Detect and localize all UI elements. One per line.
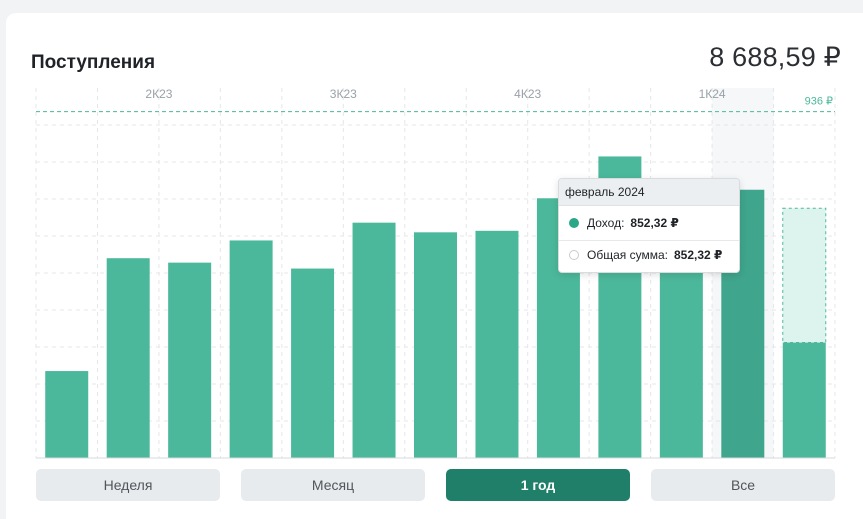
- chart-tooltip: февраль 2024 Доход: 852,32 ₽ Общая сумма:…: [558, 178, 740, 273]
- bar: [45, 371, 89, 458]
- tooltip-total-label: Общая сумма:: [587, 248, 668, 262]
- projected-bar: [782, 207, 827, 344]
- period-all-button[interactable]: Все: [651, 469, 835, 501]
- period-year-button[interactable]: 1 год: [446, 469, 630, 501]
- bar: [168, 262, 212, 458]
- total-dot-icon: [569, 250, 579, 260]
- revenue-bar-chart: 2К23 3К23 4К23 1К24 936 ₽: [35, 87, 836, 459]
- tooltip-income-row: Доход: 852,32 ₽: [569, 213, 679, 233]
- quarter-label: 1К24: [699, 87, 726, 101]
- reference-line-label: 936 ₽: [805, 96, 833, 108]
- tooltip-income-label: Доход:: [587, 216, 625, 230]
- bar: [291, 268, 335, 458]
- period-month-button[interactable]: Месяц: [241, 469, 425, 501]
- quarter-label: 4К23: [514, 87, 541, 101]
- bar: [229, 240, 273, 458]
- tooltip-income-value: 852,32 ₽: [630, 216, 679, 230]
- bar: [475, 230, 519, 458]
- tooltip-total-row: Общая сумма: 852,32 ₽: [569, 245, 722, 265]
- bar: [352, 222, 396, 458]
- bar: [414, 232, 457, 458]
- income-dot-icon: [569, 218, 579, 228]
- tooltip-divider: [559, 240, 739, 241]
- bar: [106, 258, 150, 458]
- bar: [782, 342, 826, 458]
- period-week-button[interactable]: Неделя: [36, 469, 220, 501]
- tooltip-title: февраль 2024: [559, 179, 739, 206]
- tooltip-total-value: 852,32 ₽: [673, 248, 723, 262]
- quarter-label: 3К23: [330, 87, 357, 101]
- total-amount: 8 688,59 ₽: [709, 42, 841, 72]
- card-title: Поступления: [31, 52, 156, 73]
- quarter-label: 2К23: [145, 87, 172, 101]
